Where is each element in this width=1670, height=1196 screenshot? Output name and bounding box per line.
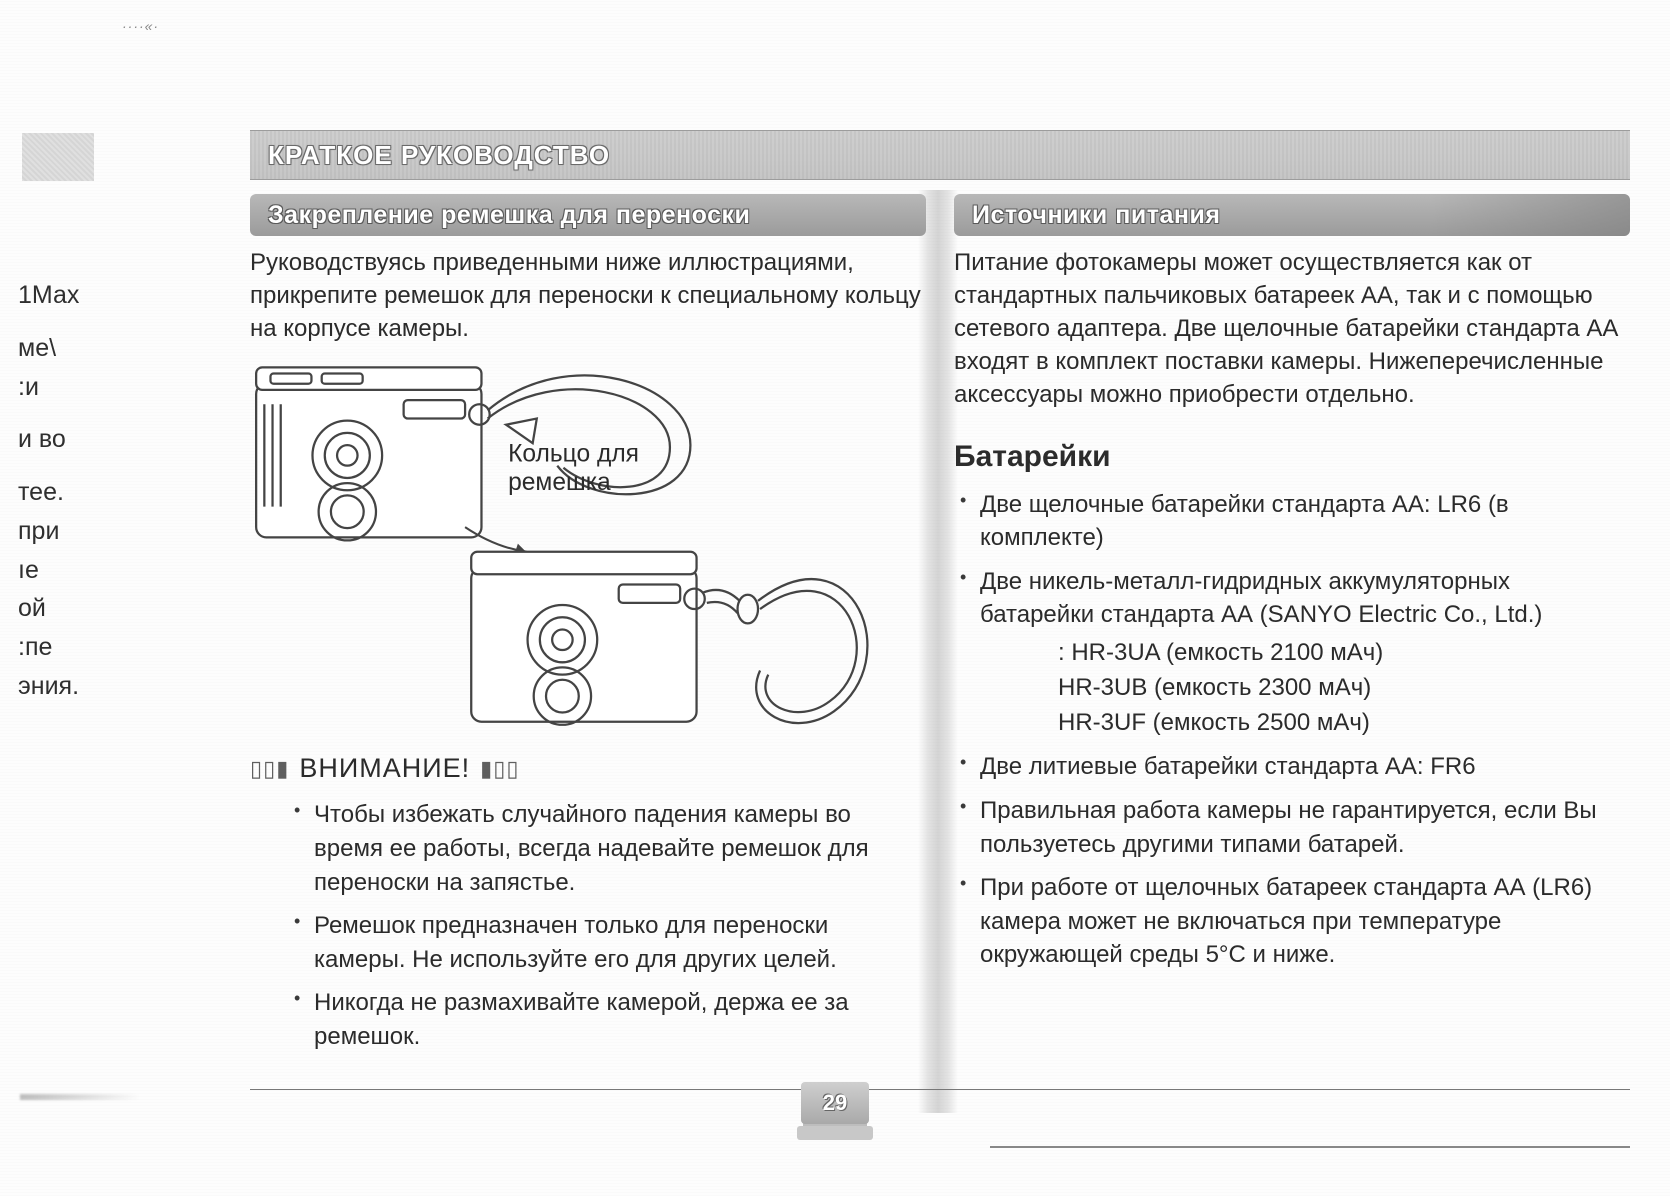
strap-illustration: Кольцо для ремешка — [250, 353, 926, 733]
list-item: Две щелочные батарейки стандарта АА: LR6… — [960, 488, 1630, 555]
list-item: Две никель-металл-гидридных аккумуляторн… — [960, 565, 1630, 741]
strap-illustration-svg: Кольцо для ремешка — [250, 353, 926, 742]
right-intro: Питание фотокамеры может осуществляется … — [954, 246, 1630, 412]
attention-heading: ▯▯▮ ВНИМАНИЕ! ▮▯▯ — [250, 753, 926, 784]
frag: ме\ — [18, 329, 168, 368]
right-heading-bar: Источники питания — [954, 194, 1630, 236]
svg-text:ремешка: ремешка — [508, 470, 611, 497]
sub-item: HR-3UF (емкость 2500 мАч) — [1058, 706, 1630, 741]
list-item: Правильная работа камеры не гарантируетс… — [960, 794, 1630, 861]
bottom-rule-right — [990, 1146, 1630, 1148]
left-column: Закрепление ремешка для переноски Руково… — [250, 194, 926, 1063]
svg-text:Кольцо для: Кольцо для — [508, 441, 639, 468]
list-item: Две литиевые батарейки стандарта АА: FR6 — [960, 750, 1630, 784]
frag: и во — [18, 420, 168, 459]
list-item: При работе от щелочных батареек стандарт… — [960, 871, 1630, 972]
sub-item: HR-3UA (емкость 2100 мАч) — [1058, 636, 1630, 671]
left-intro: Руководствуясь приведенными ниже иллюстр… — [250, 246, 926, 345]
ornament-right-icon: ▮▯▯ — [480, 756, 519, 782]
left-heading-bar: Закрепление ремешка для переноски — [250, 194, 926, 236]
page: 1Мах ме\ :и и во тее. при ıe ой :пе эния… — [0, 0, 1670, 1196]
frag: при — [18, 512, 168, 551]
content: КРАТКОЕ РУКОВОДСТВО Закрепление ремешка … — [250, 130, 1630, 1063]
list-item-text: Две никель-металл-гидридных аккумуляторн… — [980, 568, 1542, 629]
attention-title-text: ВНИМАНИЕ! — [299, 753, 470, 784]
frag: эния. — [18, 667, 168, 706]
left-heading: Закрепление ремешка для переноски — [268, 201, 750, 230]
bottom-rule — [250, 1089, 1630, 1090]
frag: ой — [18, 589, 168, 628]
columns: Закрепление ремешка для переноски Руково… — [250, 194, 1630, 1063]
attention-list: Чтобы избежать случайного падения камеры… — [294, 798, 926, 1053]
list-item: Ремешок предназначен только для переноск… — [294, 909, 926, 976]
frag: :и — [18, 368, 168, 407]
right-heading: Источники питания — [972, 201, 1220, 230]
book-title-bar: КРАТКОЕ РУКОВОДСТВО — [250, 130, 1630, 180]
page-number: 29 — [801, 1082, 869, 1124]
left-cutoff-fragments: 1Мах ме\ :и и во тее. при ıe ой :пе эния… — [18, 276, 168, 706]
ornament-left-icon: ▯▯▮ — [250, 756, 289, 782]
frag: ıe — [18, 551, 168, 590]
sub-item: HR-3UB (емкость 2300 мАч) — [1058, 671, 1630, 706]
right-column: Источники питания Питание фотокамеры мож… — [954, 194, 1630, 1063]
frag: :пе — [18, 628, 168, 667]
list-item: Чтобы избежать случайного падения камеры… — [294, 798, 926, 899]
frag: тее. — [18, 473, 168, 512]
batteries-subheading: Батарейки — [954, 440, 1630, 474]
list-item: Никогда не размахивайте камерой, держа е… — [294, 986, 926, 1053]
batteries-list: Две щелочные батарейки стандарта АА: LR6… — [960, 488, 1630, 972]
nimh-sublist: HR-3UA (емкость 2100 мАч) HR-3UB (емкост… — [1058, 636, 1630, 740]
book-title: КРАТКОЕ РУКОВОДСТВО — [268, 140, 610, 171]
frag: 1Мах — [18, 276, 168, 315]
